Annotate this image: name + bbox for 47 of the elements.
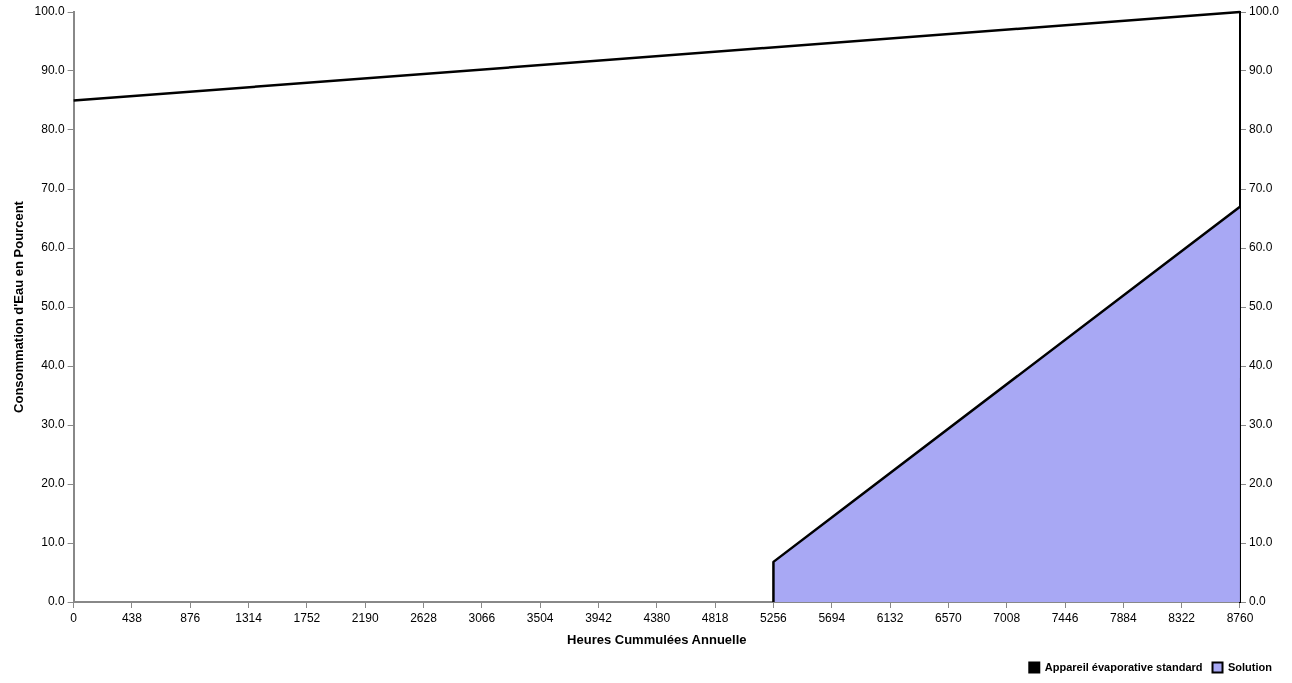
y-tick-label: 40.0 — [41, 358, 65, 373]
x-tick-label: 1314 — [235, 610, 263, 625]
x-tick-label: 8322 — [1168, 610, 1196, 625]
y2-tick-label: 20.0 — [1248, 476, 1273, 491]
x-tick-label: 8760 — [1226, 610, 1254, 625]
x-tick-label: 4380 — [643, 610, 671, 625]
x-tick-label: 5256 — [760, 610, 788, 625]
legend-label: Solution — [1228, 660, 1273, 673]
x-tick-label: 3066 — [468, 610, 496, 625]
x-tick-label: 7446 — [1051, 610, 1079, 625]
x-tick-label: 0 — [70, 610, 78, 625]
x-tick-label: 4818 — [701, 610, 729, 625]
y2-tick-label: 50.0 — [1248, 299, 1273, 314]
y2-tick-label: 0.0 — [1248, 594, 1266, 609]
x-tick-label: 5694 — [818, 610, 846, 625]
x-tick-label: 876 — [180, 610, 201, 625]
y2-tick-label: 30.0 — [1248, 417, 1273, 432]
legend-label: Appareil évaporative standard — [1044, 660, 1203, 673]
y2-tick-label: 60.0 — [1248, 240, 1273, 255]
y2-tick-label: 90.0 — [1248, 63, 1273, 78]
y-tick-label: 100.0 — [34, 4, 65, 19]
y2-tick-label: 70.0 — [1248, 181, 1273, 196]
x-tick-label: 3942 — [585, 610, 613, 625]
y-tick-label: 20.0 — [41, 476, 65, 491]
x-axis-title: Heures Cummulées Annuelle — [567, 631, 747, 647]
y-tick-label: 10.0 — [41, 535, 65, 550]
x-tick-label: 438 — [121, 610, 143, 625]
x-tick-label: 6570 — [935, 610, 963, 625]
y-tick-label: 30.0 — [41, 417, 65, 432]
y2-tick-label: 80.0 — [1248, 122, 1273, 137]
x-tick-label: 1752 — [293, 610, 321, 625]
y2-tick-label: 40.0 — [1248, 358, 1273, 373]
x-tick-label: 2628 — [410, 610, 438, 625]
x-tick-label: 7008 — [993, 610, 1021, 625]
y-tick-label: 0.0 — [47, 594, 65, 609]
y-axis-title: Consommation d'Eau en Pourcent — [11, 200, 27, 413]
y-tick-label: 80.0 — [41, 122, 65, 137]
x-tick-label: 7884 — [1109, 610, 1138, 625]
x-tick-label: 6132 — [876, 610, 904, 625]
y2-tick-label: 100.0 — [1248, 4, 1280, 19]
y-tick-label: 50.0 — [41, 299, 65, 314]
y-tick-label: 60.0 — [41, 240, 65, 255]
y-tick-label: 70.0 — [41, 181, 65, 196]
y2-tick-label: 10.0 — [1248, 535, 1273, 550]
x-tick-label: 3504 — [526, 610, 554, 625]
y-tick-label: 90.0 — [41, 63, 65, 78]
x-tick-label: 2190 — [351, 610, 379, 625]
